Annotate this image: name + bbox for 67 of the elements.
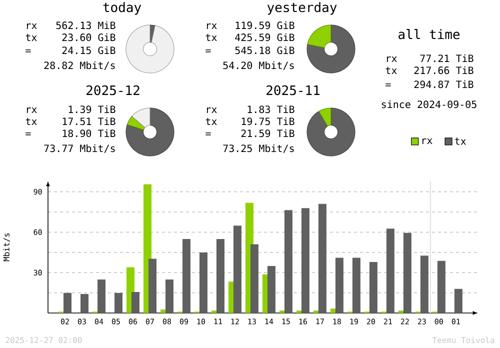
bar xyxy=(420,256,428,313)
legend-label: tx xyxy=(454,138,466,145)
text: 217.66 TiB xyxy=(414,66,474,74)
bar xyxy=(437,260,446,313)
text: 73.25 Mbit/s xyxy=(223,144,294,153)
text: rx xyxy=(206,23,217,29)
bar xyxy=(182,239,190,313)
bar xyxy=(301,208,310,313)
text: all time xyxy=(398,29,460,40)
chart-title: 2025-12 xyxy=(86,85,140,96)
text: 19.75 TiB xyxy=(242,117,294,126)
text: since 2024-09-05 xyxy=(382,100,476,108)
text: 73.77 Mbit/s xyxy=(44,144,115,153)
text: 1.39 TiB xyxy=(68,105,116,114)
text: tx xyxy=(206,118,217,125)
bar xyxy=(97,279,106,313)
text: = xyxy=(206,49,211,52)
text: 24.15 GiB xyxy=(62,46,116,54)
text: 1.83 TiB xyxy=(248,105,294,114)
bar xyxy=(386,228,394,313)
text: rx xyxy=(26,107,37,113)
bar xyxy=(403,232,412,313)
text: 425.59 GiB xyxy=(235,33,294,42)
chart-title: yesterday xyxy=(267,2,337,15)
text: tx xyxy=(206,34,217,41)
text: = xyxy=(386,83,391,86)
bar xyxy=(216,239,224,313)
text: rx xyxy=(386,56,397,62)
text: 119.59 GiB xyxy=(236,21,294,30)
bar xyxy=(335,258,344,313)
text: = xyxy=(26,132,31,136)
text: 54.20 Mbit/s xyxy=(223,61,294,70)
text: 294.87 TiB xyxy=(414,80,474,88)
bar xyxy=(267,266,276,313)
text: 21.59 TiB xyxy=(241,129,294,138)
legend-label: rx xyxy=(422,138,432,144)
y-axis-title: Mbit/s xyxy=(3,233,10,262)
bar xyxy=(454,288,462,313)
text: 545.18 GiB xyxy=(235,46,294,54)
bar xyxy=(80,294,88,313)
text: rx xyxy=(206,107,217,113)
bar xyxy=(318,204,326,313)
text: 562.13 MiB xyxy=(56,21,116,30)
bar xyxy=(63,292,72,313)
text: tx xyxy=(26,34,37,41)
chart-title: today xyxy=(103,2,142,15)
bar xyxy=(369,262,378,313)
bar xyxy=(165,279,174,313)
text: tx xyxy=(386,66,397,74)
text: rx xyxy=(26,23,37,29)
text: 17.51 TiB xyxy=(62,117,116,126)
bar xyxy=(199,252,208,313)
text: 23.60 GiB xyxy=(62,33,116,42)
bar xyxy=(233,226,242,313)
bar xyxy=(250,244,258,313)
text: = xyxy=(206,132,211,136)
bar xyxy=(284,210,292,313)
text: tx xyxy=(26,118,37,125)
text: 18.90 TiB xyxy=(62,129,116,138)
chart-title: 2025-11 xyxy=(266,85,320,96)
bar xyxy=(352,258,360,313)
bar xyxy=(148,258,156,313)
bar xyxy=(131,292,140,313)
bar xyxy=(114,292,122,313)
text: = xyxy=(26,49,31,52)
text: 77.21 TiB xyxy=(420,54,474,62)
text: 28.82 Mbit/s xyxy=(44,61,115,70)
